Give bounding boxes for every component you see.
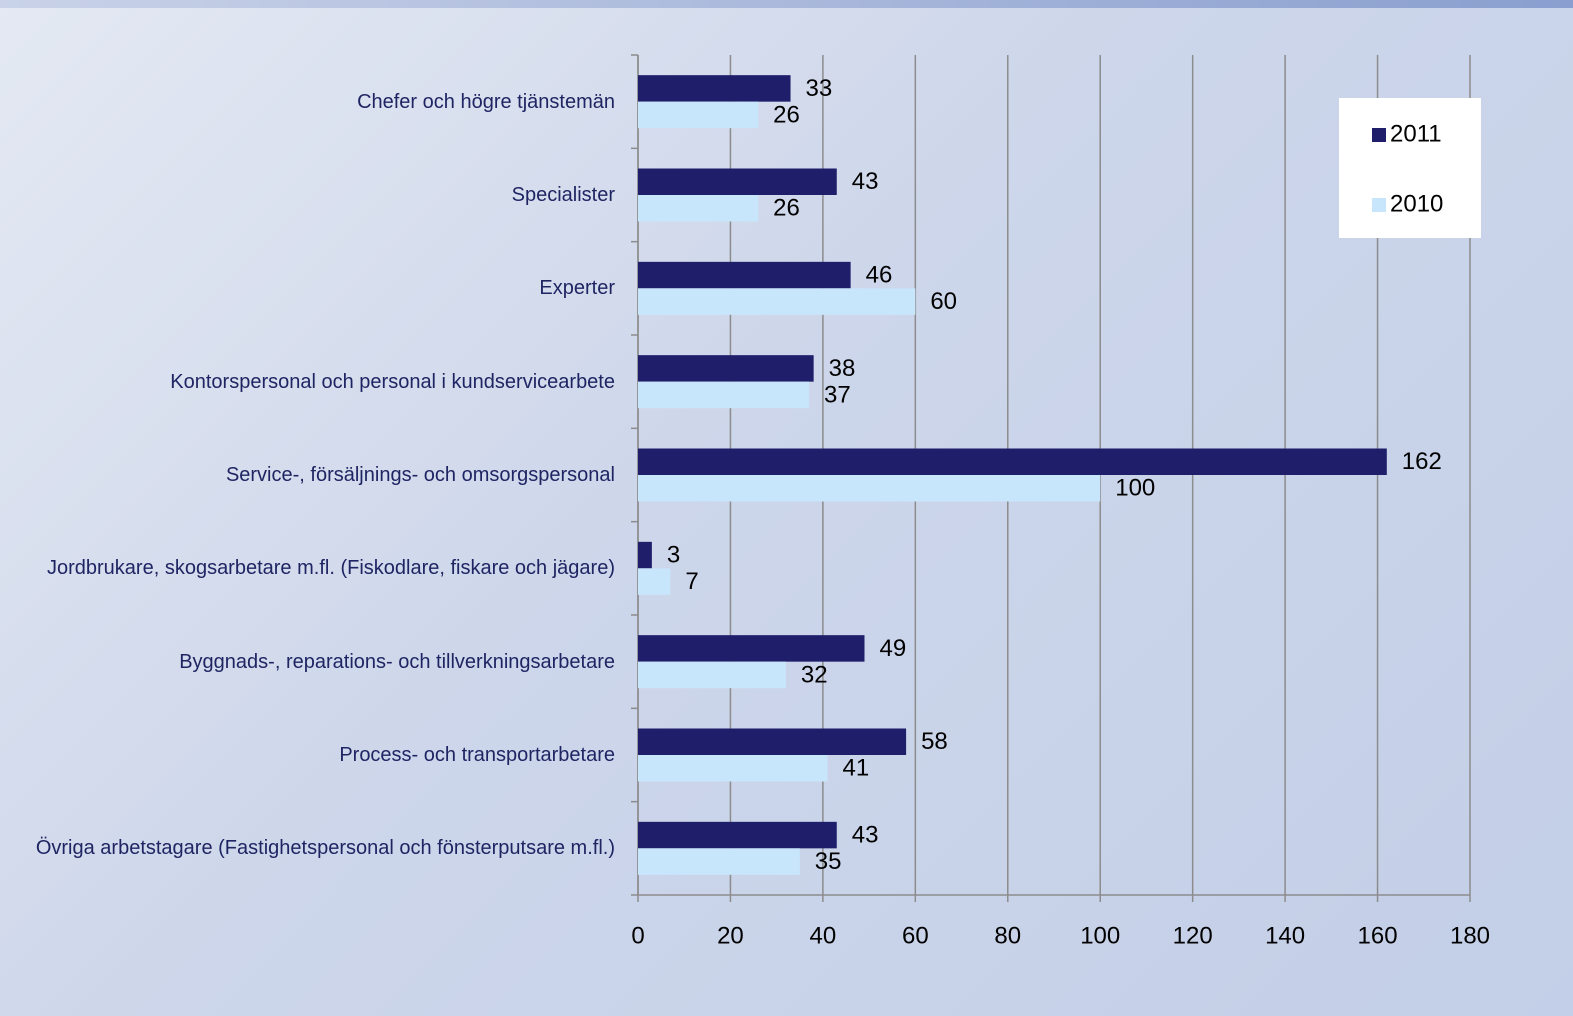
data-label: 7 — [685, 568, 698, 595]
bar — [638, 755, 828, 782]
x-tick-label: 160 — [1358, 922, 1398, 949]
category-label: Kontorspersonal och personal i kundservi… — [170, 370, 615, 393]
x-tick-label: 60 — [902, 922, 929, 949]
data-label: 32 — [801, 661, 828, 688]
top-bar — [0, 0, 1573, 8]
bar — [638, 568, 671, 595]
bar — [638, 381, 810, 409]
data-label: 33 — [806, 75, 833, 102]
x-tick-label: 80 — [994, 922, 1021, 949]
bar — [638, 635, 865, 662]
data-label: 38 — [829, 355, 856, 382]
x-tick-label: 100 — [1080, 922, 1120, 949]
x-tick-label: 40 — [810, 922, 837, 949]
data-label: 60 — [930, 288, 957, 315]
x-tick-label: 0 — [631, 922, 644, 949]
bar — [638, 75, 791, 102]
x-tick-label: 120 — [1173, 922, 1213, 949]
legend-box — [1339, 98, 1481, 238]
data-label: 37 — [824, 381, 851, 408]
data-label: 41 — [843, 755, 870, 782]
data-label: 43 — [852, 821, 879, 848]
x-tick-label: 140 — [1265, 922, 1305, 949]
data-label: 100 — [1115, 475, 1155, 502]
category-label: Byggnads-, reparations- och tillverkning… — [179, 650, 615, 673]
data-label: 35 — [815, 848, 842, 875]
data-label: 58 — [921, 728, 948, 755]
data-label: 162 — [1402, 448, 1442, 475]
bar — [638, 101, 759, 129]
legend-label: 2011 — [1390, 120, 1442, 147]
data-label: 43 — [852, 168, 879, 195]
category-label: Experter — [539, 277, 615, 300]
category-label: Specialister — [511, 184, 615, 206]
data-label: 26 — [773, 101, 800, 128]
bar — [638, 475, 1101, 502]
bar — [638, 541, 652, 569]
legend-label: 2010 — [1390, 190, 1443, 217]
bar — [638, 168, 837, 195]
category-label: Jordbrukare, skogsarbetare m.fl. (Fiskod… — [46, 557, 615, 580]
bar — [638, 288, 916, 315]
data-label: 46 — [866, 261, 893, 288]
category-label: Övriga arbetstagare (Fastighetspersonal … — [35, 837, 615, 860]
category-label: Chefer och högre tjänstemän — [357, 90, 615, 113]
bar — [638, 261, 851, 289]
data-label: 3 — [667, 541, 680, 568]
bar — [638, 848, 800, 875]
bar — [638, 728, 907, 755]
x-tick-label: 20 — [717, 922, 744, 949]
legend-swatch — [1372, 128, 1386, 142]
data-label: 26 — [773, 195, 800, 222]
category-label: Service-, försäljnings- och omsorgsperso… — [225, 464, 615, 486]
data-label: 49 — [879, 635, 906, 662]
x-tick-label: 180 — [1450, 922, 1490, 949]
bar — [638, 821, 837, 849]
bar — [638, 661, 786, 689]
legend-swatch — [1372, 198, 1386, 212]
bar — [638, 355, 814, 382]
bar — [638, 448, 1387, 475]
bar — [638, 195, 759, 222]
category-label: Process- och transportarbetare — [339, 744, 615, 766]
